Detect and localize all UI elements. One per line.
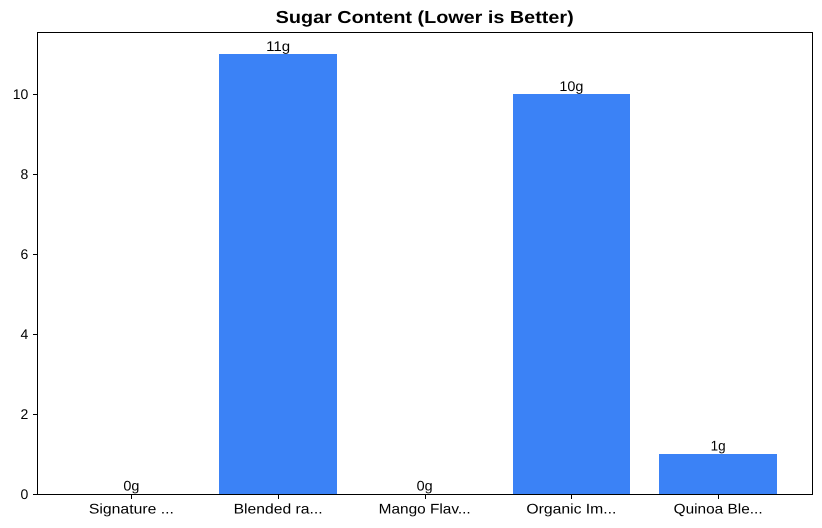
svg-text:0: 0 — [21, 486, 29, 502]
svg-text:8: 8 — [21, 166, 29, 182]
svg-text:Organic Im...: Organic Im... — [526, 501, 616, 517]
svg-text:Quinoa Ble...: Quinoa Ble... — [674, 501, 763, 517]
svg-text:1g: 1g — [711, 438, 726, 454]
svg-text:0g: 0g — [123, 478, 139, 494]
svg-text:10: 10 — [13, 86, 29, 102]
svg-text:Blended ra...: Blended ra... — [234, 501, 323, 517]
svg-text:Signature ...: Signature ... — [89, 501, 174, 517]
svg-text:10g: 10g — [559, 78, 583, 94]
svg-text:11g: 11g — [266, 38, 290, 54]
svg-text:Sugar Content (Lower is Better: Sugar Content (Lower is Better) — [276, 7, 574, 27]
svg-text:4: 4 — [21, 326, 29, 342]
svg-text:Mango Flav...: Mango Flav... — [379, 501, 471, 517]
svg-text:0g: 0g — [417, 478, 433, 494]
svg-text:6: 6 — [21, 246, 29, 262]
svg-text:2: 2 — [21, 406, 29, 422]
